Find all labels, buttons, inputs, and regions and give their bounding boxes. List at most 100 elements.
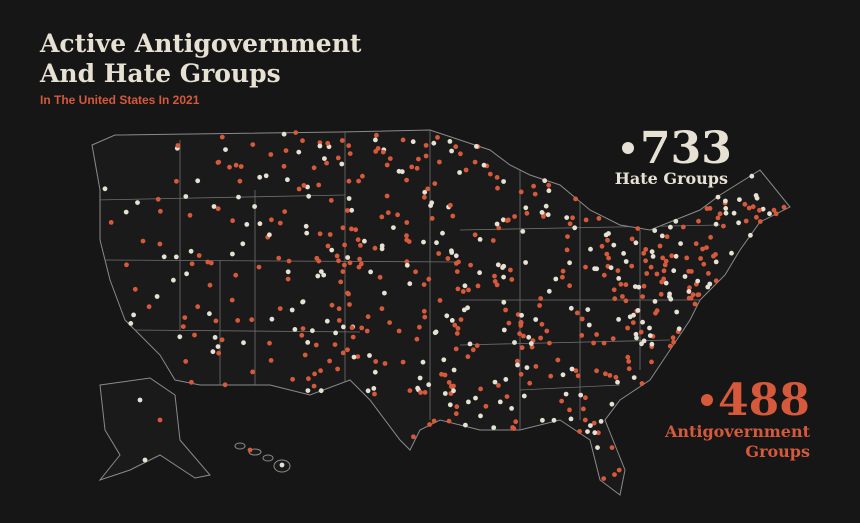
group-dot [290,376,295,382]
group-dot [611,287,617,293]
group-dot [521,333,526,339]
group-dot [244,222,250,227]
group-dot [281,131,287,137]
group-dot [423,143,429,148]
group-dot [753,193,759,198]
hawaii-outline [234,442,291,473]
group-dot [345,255,351,260]
group-dot [616,317,621,322]
group-dot [537,303,542,308]
group-dot [301,183,307,188]
stat-number: 733 [640,123,732,174]
group-dot [377,274,383,280]
group-dot [466,399,471,405]
group-dot [427,422,432,427]
group-dot [347,302,352,307]
group-dot [638,329,644,335]
group-dot [501,327,507,333]
group-dot [704,245,709,251]
group-dot [521,393,527,399]
group-dot [524,365,530,370]
group-dot [515,358,520,364]
group-dot [680,224,686,230]
group-dot [241,340,246,346]
group-dot [355,237,361,243]
group-dot [247,447,253,453]
group-dot [440,230,445,236]
group-dot [491,425,497,430]
group-dot [425,186,431,192]
group-dot [567,221,573,227]
group-dot [177,334,183,340]
group-dot [329,247,335,253]
group-dot [538,296,544,301]
group-dot [478,386,483,392]
group-dot [568,416,574,422]
group-dot [296,186,302,192]
group-dot [410,139,416,145]
group-dot [399,169,405,175]
group-dot [346,143,352,149]
group-dot [356,178,361,184]
group-dot [313,342,319,348]
group-dot [128,321,134,326]
group-dot [357,256,362,262]
group-dot [431,418,437,424]
group-dot [404,233,409,239]
group-dot [503,377,509,382]
legend-dot [701,394,713,406]
group-dot [453,261,459,266]
group-dot [460,289,466,294]
group-dot [417,375,423,381]
group-dot [451,367,457,373]
group-dot [349,325,355,331]
group-dot [318,368,323,374]
group-dot [715,194,721,200]
group-dot [664,234,670,240]
group-dot [420,359,426,365]
group-dot [609,445,615,450]
group-dot [324,160,329,166]
group-dot [387,320,392,325]
group-dot [503,307,508,313]
group-dot [567,260,572,266]
group-dot [360,173,365,179]
group-dot [365,388,371,394]
group-dot [639,381,645,386]
group-dot [729,250,734,256]
group-dot [661,268,667,274]
group-dot [351,354,357,360]
group-dot [472,232,478,238]
group-dot [364,328,370,334]
group-dot [742,201,748,207]
group-dot [451,388,456,394]
group-dot [184,271,190,277]
group-dot [158,208,163,214]
stat-label: Hate Groups [615,169,728,188]
group-dot [340,350,346,356]
group-dot [700,246,705,252]
group-dot [131,312,137,318]
group-dot [528,341,534,346]
group-dot [349,226,354,232]
group-dot [211,204,217,209]
group-dot [379,214,385,220]
group-dot [668,224,673,230]
group-dot [380,149,386,155]
group-dot [509,406,514,411]
group-dot [573,368,579,374]
group-dot [749,173,755,179]
group-dot [544,328,550,334]
group-dot [300,326,306,331]
group-dot [723,198,728,204]
group-dot [455,326,461,331]
group-dot [372,245,378,251]
state-line [519,384,621,391]
group-dot [135,200,140,206]
group-dot [606,255,611,261]
group-dot [653,310,658,316]
group-dot [346,291,351,297]
group-dot [497,399,503,405]
group-dot [658,291,664,297]
group-dot [365,314,371,320]
